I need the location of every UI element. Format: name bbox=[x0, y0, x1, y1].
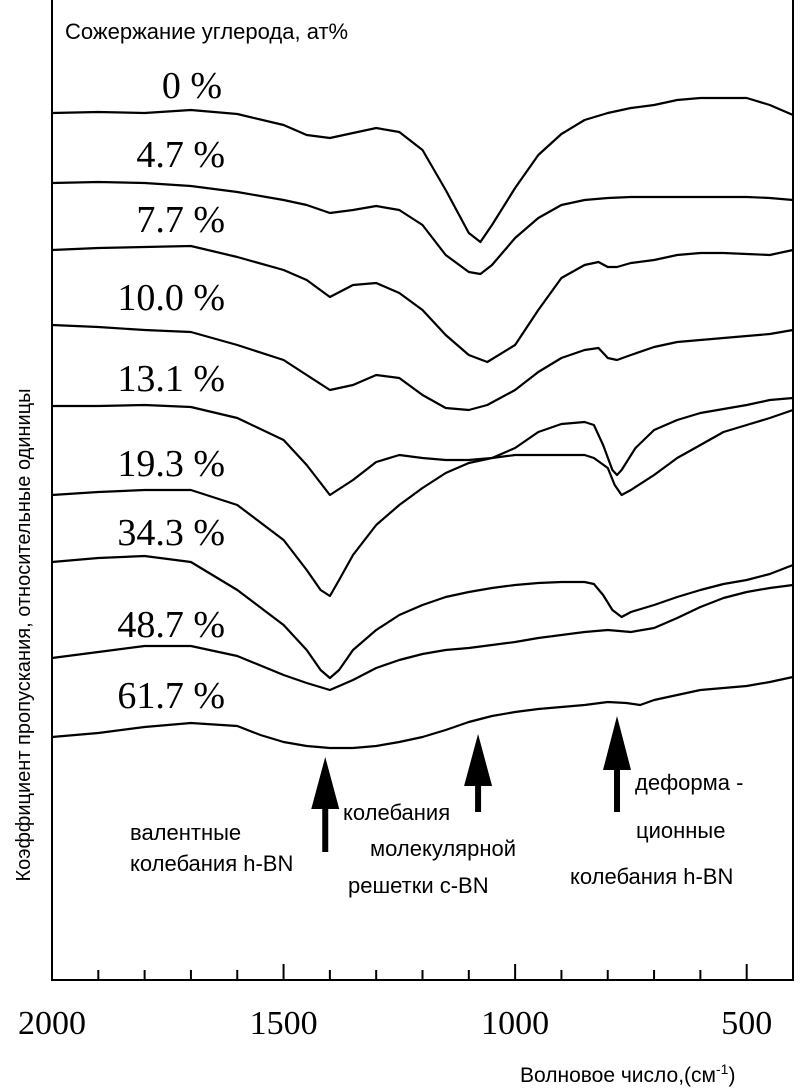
series-line-2 bbox=[51, 244, 794, 364]
series-label: 19.3 % bbox=[117, 443, 225, 485]
annotation-label: деформа - bbox=[635, 770, 743, 795]
chart-title: Сожержание углерода, ат% bbox=[65, 19, 348, 44]
series-label: 0 % bbox=[162, 65, 222, 107]
annotation-label: валентные bbox=[130, 820, 241, 845]
x-axis-label-main: Волновое число,(см bbox=[520, 1064, 716, 1087]
series-layer bbox=[51, 96, 794, 750]
series-line-0 bbox=[51, 96, 794, 244]
x-axis-label-close: ) bbox=[728, 1064, 735, 1087]
arrow-head bbox=[603, 716, 632, 770]
annotation-label: колебания bbox=[343, 800, 450, 825]
annotation-arrows bbox=[311, 716, 632, 852]
series-line-1 bbox=[51, 180, 794, 276]
series-line-6 bbox=[51, 554, 794, 680]
series-label: 4.7 % bbox=[136, 134, 225, 176]
annotation-label: решетки c-BN bbox=[348, 873, 489, 898]
series-label: 34.3 % bbox=[117, 512, 225, 554]
series-label-layer: 0 % 4.7 % 7.7 % 10.0 % 13.1 % 19.3 % 34.3 % 48.… bbox=[117, 65, 225, 717]
x-axis-label: Волновое число,(см-1) bbox=[520, 1061, 735, 1087]
annotation-label: молекулярной bbox=[370, 836, 516, 861]
series-label: 7.7 % bbox=[136, 199, 225, 241]
x-axis-ticks: 2000 1500 1000 500 bbox=[18, 964, 794, 1042]
arrow-head bbox=[464, 734, 493, 786]
series-label: 10.0 % bbox=[117, 277, 225, 319]
series-label: 48.7 % bbox=[117, 604, 225, 646]
series-line-3 bbox=[51, 323, 794, 412]
series-line-5 bbox=[51, 408, 794, 598]
y-axis-label: Коэффициент пропускания, относительные о… bbox=[13, 388, 35, 881]
x-tick-label: 1500 bbox=[250, 1005, 318, 1042]
arrow-head bbox=[311, 757, 340, 809]
annotation-label: колебания h-BN bbox=[570, 864, 733, 889]
x-tick-label: 2000 bbox=[18, 1005, 86, 1042]
series-label: 13.1 % bbox=[117, 358, 225, 400]
series-line-7 bbox=[51, 583, 794, 692]
series-label: 61.7 % bbox=[117, 675, 225, 717]
annotation-label: ционные bbox=[636, 818, 725, 843]
series-line-8 bbox=[51, 675, 794, 750]
series-line-4 bbox=[52, 396, 794, 497]
annotation-label: колебания h-BN bbox=[130, 851, 293, 876]
x-tick-label: 500 bbox=[721, 1005, 772, 1042]
x-tick-label: 1000 bbox=[481, 1005, 549, 1042]
annotation-text-layer: валентные колебания h-BN колебания молекуля… bbox=[130, 770, 743, 898]
x-axis-label-sup: -1 bbox=[716, 1061, 729, 1077]
